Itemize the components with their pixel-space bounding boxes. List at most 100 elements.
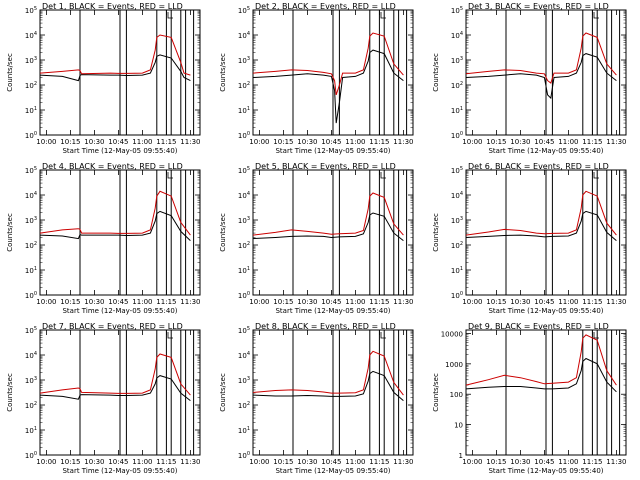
- y-tick-label: 104: [238, 31, 250, 40]
- x-tick-label: 10:00: [462, 138, 482, 146]
- y-tick-label: 104: [451, 31, 463, 40]
- x-tick-label: 11:30: [393, 458, 413, 466]
- x-tick-label: 10:00: [249, 298, 269, 306]
- y-tick-label: 101: [451, 266, 463, 275]
- x-axis-label: Start Time (12-May-05 09:55:40): [275, 467, 390, 475]
- x-tick-label: 11:15: [369, 138, 389, 146]
- x-tick-label: 11:15: [369, 458, 389, 466]
- x-tick-label: 11:00: [345, 458, 365, 466]
- x-tick-label: 11:30: [180, 458, 200, 466]
- chart-panel-6: Det 6, BLACK = Events, RED = LLD 100 101 10…: [432, 162, 627, 315]
- x-tick-label: 10:30: [297, 458, 317, 466]
- y-axis-label: Counts/sec: [6, 373, 14, 412]
- x-tick-label: 11:30: [393, 138, 413, 146]
- x-tick-label: 10:15: [486, 298, 506, 306]
- y-axis-label: Counts/sec: [219, 213, 227, 252]
- x-tick-label: 11:30: [606, 458, 626, 466]
- series-line-lld: [39, 34, 191, 76]
- y-tick-label: 100: [451, 291, 463, 300]
- x-tick-label: 10:45: [321, 138, 341, 146]
- y-tick-label: 100: [238, 291, 250, 300]
- x-tick-label: 10:00: [462, 458, 482, 466]
- y-axis-label: Counts/sec: [6, 213, 14, 252]
- x-tick-label: 11:00: [558, 138, 578, 146]
- x-tick-label: 10:15: [273, 138, 293, 146]
- y-tick-label: 101: [25, 426, 37, 435]
- series-line-lld: [39, 190, 191, 236]
- x-tick-label: 11:15: [156, 458, 176, 466]
- y-tick-label: 104: [25, 191, 37, 200]
- series-line-lld: [465, 334, 617, 386]
- y-tick-label: 105: [451, 6, 463, 15]
- y-tick-label: 101: [25, 266, 37, 275]
- x-tick-label: 10:00: [36, 138, 56, 146]
- chart-title: Det 6, BLACK = Events, RED = LLD: [468, 162, 609, 171]
- x-axis-label: Start Time (12-May-05 09:55:40): [62, 147, 177, 155]
- x-tick-label: 10:45: [108, 138, 128, 146]
- x-tick-label: 10:30: [297, 138, 317, 146]
- y-tick-label: 103: [238, 56, 250, 65]
- y-tick-label: 100: [450, 391, 463, 399]
- x-tick-label: 10:45: [108, 458, 128, 466]
- bracket-marker: [593, 12, 599, 19]
- y-tick-label: 100: [238, 451, 250, 460]
- chart-panel-4: Det 4, BLACK = Events, RED = LLD 100 101 10…: [6, 162, 201, 315]
- y-tick-label: 1: [459, 452, 463, 460]
- y-tick-label: 104: [238, 351, 250, 360]
- y-tick-label: 101: [238, 106, 250, 115]
- y-tick-label: 103: [451, 56, 463, 65]
- x-tick-label: 11:30: [606, 138, 626, 146]
- chart-title: Det 7, BLACK = Events, RED = LLD: [42, 322, 183, 331]
- x-tick-label: 11:00: [558, 458, 578, 466]
- series-line-events: [465, 210, 617, 241]
- x-tick-label: 11:00: [558, 298, 578, 306]
- x-tick-label: 10:00: [36, 458, 56, 466]
- x-tick-label: 10:45: [321, 458, 341, 466]
- y-tick-label: 102: [25, 241, 37, 250]
- x-tick-label: 10:15: [273, 458, 293, 466]
- x-tick-label: 10:45: [108, 298, 128, 306]
- y-tick-label: 100: [25, 291, 37, 300]
- x-axis-label: Start Time (12-May-05 09:55:40): [488, 307, 603, 315]
- x-tick-label: 10:15: [486, 138, 506, 146]
- y-tick-label: 102: [451, 81, 463, 90]
- bracket-marker: [380, 12, 386, 19]
- series-line-lld: [465, 190, 617, 236]
- y-tick-label: 104: [25, 31, 37, 40]
- x-tick-label: 10:15: [273, 298, 293, 306]
- x-tick-label: 10:15: [60, 298, 80, 306]
- chart-panel-8: Det 8, BLACK = Events, RED = LLD 100 101 10…: [219, 322, 414, 475]
- x-tick-label: 10:45: [534, 458, 554, 466]
- y-tick-label: 104: [451, 191, 463, 200]
- series-line-lld: [465, 32, 617, 84]
- y-tick-label: 104: [25, 351, 37, 360]
- x-tick-label: 10:30: [84, 458, 104, 466]
- chart-panel-3: Det 3, BLACK = Events, RED = LLD 100 101 10…: [432, 2, 627, 155]
- y-tick-label: 102: [238, 401, 250, 410]
- bracket-marker: [593, 332, 599, 339]
- x-tick-label: 10:00: [249, 458, 269, 466]
- y-axis-label: Counts/sec: [219, 373, 227, 412]
- x-tick-label: 10:15: [60, 138, 80, 146]
- y-axis-label: Counts/sec: [432, 213, 440, 252]
- y-tick-label: 10: [454, 422, 463, 430]
- y-tick-label: 102: [25, 81, 37, 90]
- x-axis-label: Start Time (12-May-05 09:55:40): [275, 307, 390, 315]
- x-tick-label: 11:00: [345, 138, 365, 146]
- series-line-events: [39, 210, 191, 241]
- chart-title: Det 8, BLACK = Events, RED = LLD: [255, 322, 396, 331]
- bracket-marker: [167, 332, 173, 339]
- y-tick-label: 103: [238, 376, 250, 385]
- bracket-marker: [380, 332, 386, 339]
- series-line-lld: [252, 192, 404, 236]
- series-line-events: [465, 53, 617, 100]
- x-tick-label: 11:15: [369, 298, 389, 306]
- x-tick-label: 11:30: [393, 298, 413, 306]
- y-tick-label: 101: [25, 106, 37, 115]
- x-tick-label: 10:45: [534, 138, 554, 146]
- y-tick-label: 105: [238, 166, 250, 175]
- series-line-events: [465, 357, 617, 393]
- x-tick-label: 11:00: [132, 138, 152, 146]
- x-axis-label: Start Time (12-May-05 09:55:40): [275, 147, 390, 155]
